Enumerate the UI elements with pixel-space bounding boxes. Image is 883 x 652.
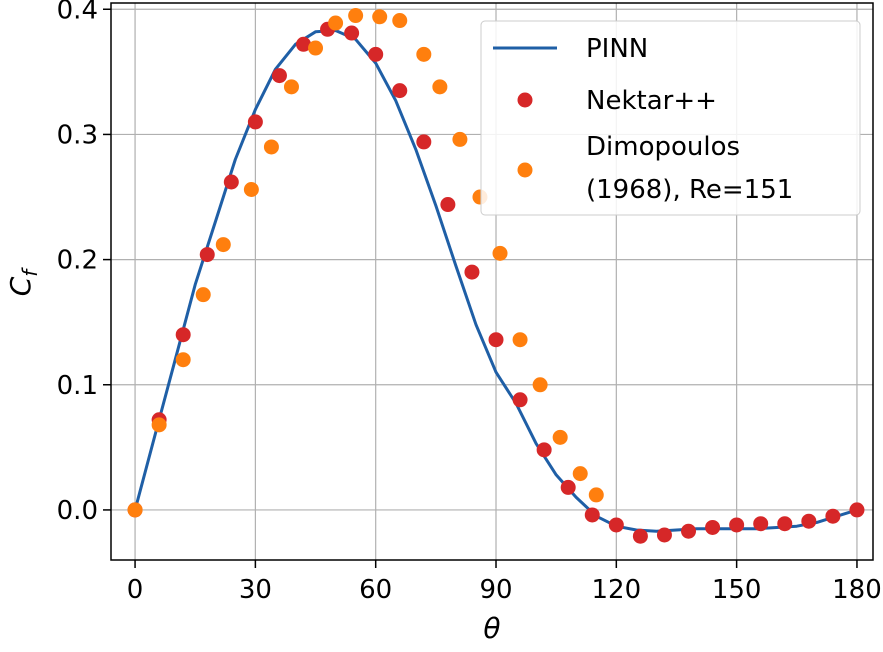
data-point-dimopoulos-1968-re-151: [532, 377, 548, 393]
legend-label-dimopoulos-line2: (1968), Re=151: [586, 175, 793, 205]
y-axis-label: Cf: [4, 267, 42, 297]
data-point-nektar: [392, 83, 408, 99]
data-point-nektar: [368, 46, 384, 62]
data-point-dimopoulos-1968-re-151: [552, 429, 568, 445]
data-point-nektar: [656, 527, 672, 543]
data-point-nektar: [199, 247, 215, 263]
data-point-nektar: [584, 507, 600, 523]
y-axis-label-subscript: f: [18, 267, 42, 277]
plot-frame: [110, 2, 874, 561]
data-point-dimopoulos-1968-re-151: [243, 182, 259, 198]
legend-label-nektar: Nektar++: [586, 86, 717, 116]
data-point-dimopoulos-1968-re-151: [416, 46, 432, 62]
legend-swatch-dimopoulos-marker: [517, 162, 533, 178]
data-point-nektar: [753, 516, 769, 532]
data-point-nektar: [849, 502, 865, 518]
legend-box: [480, 20, 861, 216]
data-point-dimopoulos-1968-re-151: [348, 8, 364, 24]
x-tick-label: 90: [479, 575, 512, 605]
data-point-dimopoulos-1968-re-151: [283, 79, 299, 95]
data-point-nektar: [488, 332, 504, 348]
data-point-dimopoulos-1968-re-151: [512, 332, 528, 348]
data-point-dimopoulos-1968-re-151: [215, 237, 231, 253]
y-tick-label: 0.3: [57, 120, 98, 150]
data-point-dimopoulos-1968-re-151: [263, 139, 279, 155]
x-tick-label: 0: [127, 575, 144, 605]
data-point-dimopoulos-1968-re-151: [572, 466, 588, 482]
legend: PINN Nektar++ Dimopoulos (1968), Re=151: [480, 20, 861, 216]
data-point-nektar: [512, 392, 528, 408]
x-tick-label: 150: [712, 575, 762, 605]
x-tick-label: 180: [832, 575, 882, 605]
data-point-nektar: [825, 508, 841, 524]
y-tick-label: 0.4: [57, 0, 98, 25]
data-point-nektar: [464, 264, 480, 280]
data-point-dimopoulos-1968-re-151: [151, 417, 167, 433]
data-point-dimopoulos-1968-re-151: [308, 40, 324, 56]
data-point-nektar: [344, 25, 360, 41]
data-point-nektar: [608, 517, 624, 533]
legend-label-pinn: PINN: [586, 34, 648, 64]
y-tick-label: 0.0: [57, 496, 98, 526]
data-point-dimopoulos-1968-re-151: [492, 245, 508, 261]
y-tick-label: 0.1: [57, 371, 98, 401]
series-layer: [127, 8, 865, 544]
data-point-nektar: [536, 442, 552, 458]
data-point-dimopoulos-1968-re-151: [432, 79, 448, 95]
data-point-dimopoulos-1968-re-151: [175, 352, 191, 368]
data-point-dimopoulos-1968-re-151: [588, 487, 604, 503]
data-point-nektar: [296, 36, 312, 52]
y-axis-label-main: C: [4, 276, 37, 296]
data-point-nektar: [705, 519, 721, 535]
tick-layer: 0 30 60 90 120 150 180 0.0 0.1 0.2 0.3 0.4: [57, 0, 882, 605]
data-point-dimopoulos-1968-re-151: [195, 287, 211, 303]
data-point-nektar: [223, 174, 239, 190]
data-point-nektar: [777, 516, 793, 532]
y-tick-label: 0.2: [57, 246, 98, 276]
x-tick-label: 30: [239, 575, 272, 605]
data-point-nektar: [440, 197, 456, 213]
data-point-nektar: [560, 479, 576, 495]
x-tick-label: 60: [359, 575, 392, 605]
data-point-nektar: [175, 327, 191, 343]
data-point-dimopoulos-1968-re-151: [328, 15, 344, 31]
data-point-nektar: [681, 523, 697, 539]
legend-swatch-nektar-marker: [517, 92, 533, 108]
data-point-dimopoulos-1968-re-151: [392, 13, 408, 29]
legend-label-dimopoulos-line1: Dimopoulos: [586, 132, 740, 162]
data-point-nektar: [247, 114, 263, 130]
x-axis-label: θ: [483, 612, 500, 645]
data-point-nektar: [271, 68, 287, 84]
x-tick-label: 120: [592, 575, 642, 605]
data-point-dimopoulos-1968-re-151: [372, 9, 388, 25]
data-point-dimopoulos-1968-re-151: [452, 131, 468, 147]
data-point-nektar: [729, 517, 745, 533]
data-point-nektar: [416, 134, 432, 150]
data-point-nektar: [632, 528, 648, 544]
data-point-nektar: [801, 513, 817, 529]
data-point-dimopoulos-1968-re-151: [127, 502, 143, 518]
